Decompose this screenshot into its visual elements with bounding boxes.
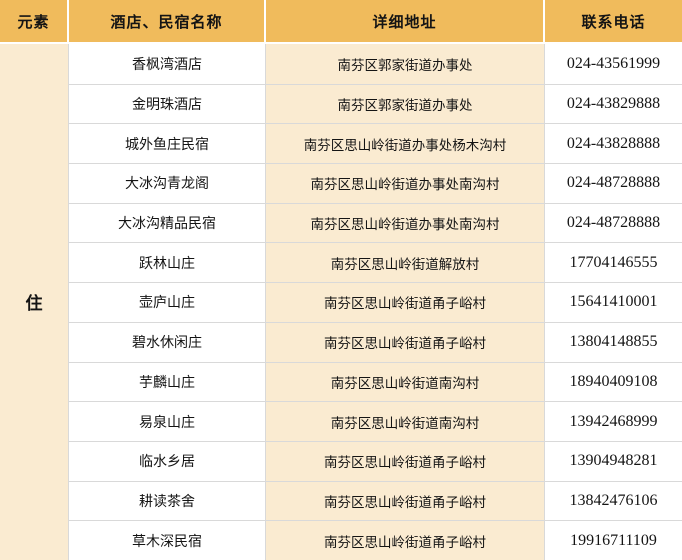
address-cell: 南芬区思山岭街道办事处杨木沟村 — [266, 123, 545, 164]
address-cell: 南芬区思山岭街道南沟村 — [266, 401, 545, 441]
hotel-name-cell: 金明珠酒店 — [69, 83, 266, 124]
phone-cell: 024-48728888 — [545, 202, 682, 243]
address-cell: 南芬区思山岭街道甬子峪村 — [266, 440, 545, 481]
hotel-name-cell: 易泉山庄 — [69, 401, 266, 441]
address-cell: 南芬区思山岭街道甬子峪村 — [266, 480, 545, 521]
address-cell: 南芬区思山岭街道解放村 — [266, 242, 545, 283]
header-element: 元素 — [0, 0, 69, 44]
hotel-name-cell: 草木深民宿 — [69, 520, 266, 560]
phone-cell: 024-43829888 — [545, 83, 682, 124]
hotel-name-cell: 碧水休闲庄 — [69, 321, 266, 362]
phone-cell: 19916711109 — [545, 520, 682, 560]
phone-cell: 18940409108 — [545, 361, 682, 402]
header-hotel-name: 酒店、民宿名称 — [69, 0, 266, 44]
phone-cell: 13842476106 — [545, 480, 682, 521]
phone-cell: 024-48728888 — [545, 163, 682, 203]
header-phone: 联系电话 — [545, 0, 682, 44]
hotel-name-cell: 临水乡居 — [69, 440, 266, 481]
address-cell: 南芬区思山岭街道办事处南沟村 — [266, 163, 545, 203]
address-cell: 南芬区思山岭街道南沟村 — [266, 361, 545, 402]
hotel-name-cell: 大冰沟青龙阁 — [69, 163, 266, 203]
address-cell: 南芬区思山岭街道甬子峪村 — [266, 520, 545, 560]
hotel-name-cell: 香枫湾酒店 — [69, 44, 266, 84]
phone-cell: 15641410001 — [545, 282, 682, 322]
phone-cell: 024-43561999 — [545, 44, 682, 84]
hotel-name-cell: 耕读茶舍 — [69, 480, 266, 521]
hotel-name-cell: 城外鱼庄民宿 — [69, 123, 266, 164]
address-cell: 南芬区郭家街道办事处 — [266, 44, 545, 84]
hotel-name-cell: 芋麟山庄 — [69, 361, 266, 402]
phone-cell: 13904948281 — [545, 440, 682, 481]
address-cell: 南芬区思山岭街道办事处南沟村 — [266, 202, 545, 243]
header-address: 详细地址 — [266, 0, 545, 44]
hotel-name-cell: 大冰沟精品民宿 — [69, 202, 266, 243]
phone-cell: 024-43828888 — [545, 123, 682, 164]
phone-cell: 13942468999 — [545, 401, 682, 441]
hotel-name-cell: 壶庐山庄 — [69, 282, 266, 322]
address-cell: 南芬区思山岭街道甬子峪村 — [266, 282, 545, 322]
address-cell: 南芬区郭家街道办事处 — [266, 83, 545, 124]
phone-cell: 17704146555 — [545, 242, 682, 283]
phone-cell: 13804148855 — [545, 321, 682, 362]
address-cell: 南芬区思山岭街道甬子峪村 — [266, 321, 545, 362]
hotel-name-cell: 跃林山庄 — [69, 242, 266, 283]
category-cell-stay: 住 — [0, 44, 69, 560]
